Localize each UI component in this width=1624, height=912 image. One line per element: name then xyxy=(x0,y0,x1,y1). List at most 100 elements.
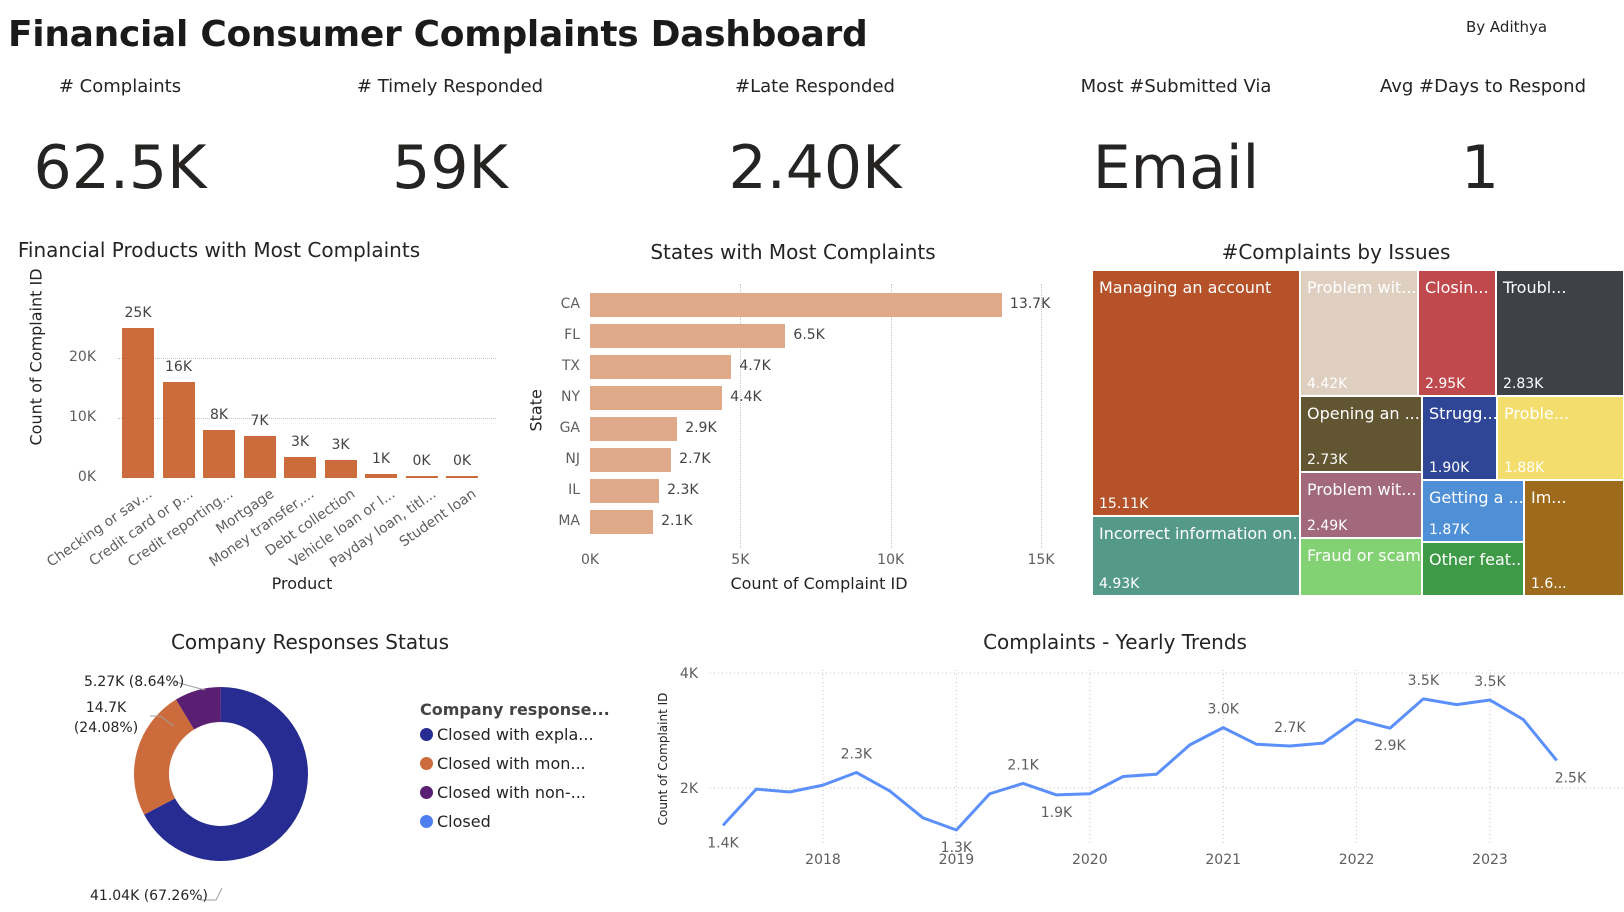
states-category-label: TX xyxy=(540,358,580,374)
states-gridline xyxy=(891,284,892,548)
kpi-value: 59K xyxy=(350,133,550,203)
tile-name: Managing an account xyxy=(1099,278,1271,297)
treemap-tile-im[interactable]: Im... 1.6... xyxy=(1524,480,1624,596)
donut-label-purple: 5.27K (8.64%) xyxy=(84,674,184,690)
tile-name: Closin... xyxy=(1425,278,1489,297)
products-bar xyxy=(244,436,276,478)
tile-value: 1.87K xyxy=(1429,522,1469,538)
tile-name: Troubl... xyxy=(1503,278,1566,297)
tile-name: Im... xyxy=(1531,488,1567,507)
states-x-axis-title: Count of Complaint ID xyxy=(726,574,912,593)
kpi-label: #Late Responded xyxy=(715,76,915,97)
kpi-card-late: #Late Responded 2.40K xyxy=(715,76,915,203)
trends-data-label: 3.5K xyxy=(1474,674,1506,690)
kpi-value: 1 xyxy=(1380,133,1580,203)
treemap-tile-managing-account[interactable]: Managing an account 15.11K xyxy=(1092,270,1300,516)
trends-data-label: 2.3K xyxy=(841,746,873,762)
products-bar xyxy=(325,460,357,478)
states-category-label: NY xyxy=(540,389,580,405)
legend-label: Closed with non-... xyxy=(437,783,586,802)
states-category-label: CA xyxy=(540,296,580,312)
trends-data-label: 3.5K xyxy=(1408,673,1440,689)
treemap-tile-struggling[interactable]: Strugg... 1.90K xyxy=(1422,396,1497,480)
treemap-tile-problem-with-1[interactable]: Problem wit... 4.42K xyxy=(1300,270,1418,396)
products-chart-title: Financial Products with Most Complaints xyxy=(14,238,424,262)
kpi-value: Email xyxy=(1076,133,1276,203)
treemap-tile-closing[interactable]: Closin...2.95K xyxy=(1418,270,1496,396)
treemap-tile-getting-a[interactable]: Getting a ... 1.87K xyxy=(1422,480,1524,542)
products-data-label: 0K xyxy=(436,453,488,469)
kpi-card-complaints: # Complaints 62.5K xyxy=(20,76,220,203)
tile-value: 1.6... xyxy=(1531,576,1567,592)
kpi-value: 2.40K xyxy=(715,133,915,203)
legend-item-closed[interactable]: Closed xyxy=(420,812,620,831)
legend-title: Company response... xyxy=(420,700,620,719)
kpi-label: # Complaints xyxy=(20,76,220,97)
states-bar xyxy=(590,510,653,534)
trends-y-axis-title: Count of Complaint ID xyxy=(656,684,670,834)
legend-marker xyxy=(420,757,433,770)
states-data-label: 6.5K xyxy=(793,327,824,343)
donut-legend: Company response... Closed with expla...… xyxy=(420,700,620,831)
trends-data-label: 1.4K xyxy=(707,835,739,851)
legend-item-closed-monetary[interactable]: Closed with mon... xyxy=(420,754,620,773)
treemap-tile-problem-yellow[interactable]: Proble...1.88K xyxy=(1497,396,1624,480)
legend-item-closed-non-monetary[interactable]: Closed with non-... xyxy=(420,783,620,802)
tile-value: 4.93K xyxy=(1099,576,1139,592)
tile-value: 2.73K xyxy=(1307,452,1347,468)
states-data-label: 4.4K xyxy=(730,389,761,405)
states-x-tick: 10K xyxy=(866,552,916,568)
treemap-tile-fraud-or-scam[interactable]: Fraud or scam xyxy=(1300,538,1422,596)
states-category-label: GA xyxy=(540,420,580,436)
issues-treemap: Managing an account 15.11K Incorrect info… xyxy=(1092,270,1624,596)
kpi-value: 62.5K xyxy=(20,133,220,203)
treemap-tile-incorrect-information[interactable]: Incorrect information on...4.93K xyxy=(1092,516,1300,596)
legend-marker xyxy=(420,728,433,741)
trends-x-tick: 2018 xyxy=(805,852,841,868)
states-bar xyxy=(590,324,785,348)
kpi-card-submitted-via: Most #Submitted Via Email xyxy=(1076,76,1276,203)
tile-name: Getting a ... xyxy=(1429,488,1524,507)
states-bar xyxy=(590,448,671,472)
treemap-tile-trouble[interactable]: Troubl...2.83K xyxy=(1496,270,1624,396)
trends-x-tick: 2021 xyxy=(1205,852,1241,868)
author-label: By Adithya xyxy=(1466,18,1547,36)
trends-data-label: 2.1K xyxy=(1007,757,1039,773)
states-data-label: 2.3K xyxy=(667,482,698,498)
kpi-label: # Timely Responded xyxy=(350,76,550,97)
states-data-label: 2.1K xyxy=(661,513,692,529)
tile-value: 15.11K xyxy=(1099,496,1148,512)
legend-item-closed-explanation[interactable]: Closed with expla... xyxy=(420,725,620,744)
products-data-label: 16K xyxy=(153,359,205,375)
products-data-label: 25K xyxy=(112,305,164,321)
donut-label-blue: 41.04K (67.26%) xyxy=(90,888,208,904)
states-category-label: NJ xyxy=(540,451,580,467)
trends-data-label: 1.3K xyxy=(941,840,973,856)
tile-value: 1.90K xyxy=(1429,460,1469,476)
states-category-label: IL xyxy=(540,482,580,498)
trends-y-tick: 2K xyxy=(680,781,699,797)
states-x-tick: 15K xyxy=(1016,552,1066,568)
treemap-tile-problem-with-2[interactable]: Problem wit...2.49K xyxy=(1300,472,1422,538)
treemap-tile-opening-account[interactable]: Opening an ... 2.73K xyxy=(1300,396,1422,472)
legend-marker xyxy=(420,815,433,828)
tile-value: 4.42K xyxy=(1307,376,1347,392)
tile-name: Opening an ... xyxy=(1307,404,1420,423)
products-bar xyxy=(446,476,478,478)
kpi-label: Most #Submitted Via xyxy=(1076,76,1276,97)
trends-data-label: 3.0K xyxy=(1207,702,1239,718)
treemap-tile-other-features[interactable]: Other feat... xyxy=(1422,542,1524,596)
products-bar xyxy=(122,328,154,478)
states-bar xyxy=(590,417,677,441)
tile-name: Problem wit... xyxy=(1307,278,1417,297)
states-bar xyxy=(590,386,722,410)
trends-data-label: 2.5K xyxy=(1555,770,1587,786)
donut-label-orange: 14.7K (24.08%) xyxy=(66,698,146,738)
responses-chart-title: Company Responses Status xyxy=(150,630,470,654)
tile-name: Strugg... xyxy=(1429,404,1497,423)
states-category-label: MA xyxy=(540,513,580,529)
